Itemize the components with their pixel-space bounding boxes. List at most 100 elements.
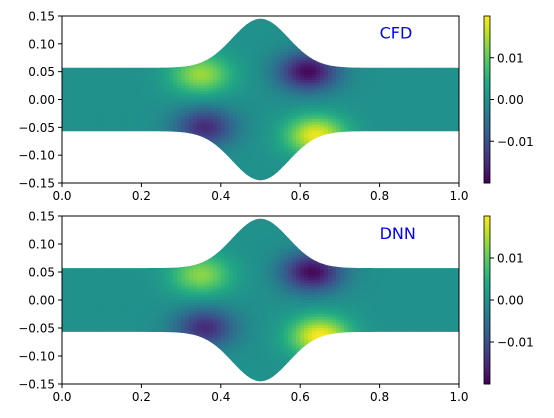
heatmap-cell [260,27,266,31]
heatmap-cell [292,85,297,89]
heatmap-cell [419,80,424,84]
heatmap-cell [304,135,309,140]
heatmap-cell [324,99,329,103]
heatmap-cell [125,297,131,301]
heatmap-cell [93,130,99,134]
heatmap-cell [331,116,337,120]
heatmap-cell [256,308,262,312]
colorbar-segment [484,145,490,149]
heatmap-cell [129,93,135,98]
heatmap-cell [169,266,174,270]
heatmap-cell [260,328,266,332]
heatmap-cell [196,297,202,301]
heatmap-cell [113,294,119,298]
heatmap-cell [284,74,289,78]
heatmap-cell [117,74,123,78]
heatmap-cell [324,113,329,117]
heatmap-cell [97,325,103,329]
heatmap-cell [200,339,206,343]
heatmap-cell [312,130,317,134]
heatmap-cell [101,322,107,326]
heatmap-cell [320,82,325,87]
heatmap-cell [228,305,234,309]
heatmap-cell [252,132,258,137]
heatmap-cell [272,24,277,28]
heatmap-cell [355,71,361,76]
heatmap-cell [236,260,242,265]
heatmap-cell [232,272,238,276]
heatmap-cell [169,283,174,287]
heatmap-cell [351,88,357,92]
heatmap-cell [216,91,222,95]
heatmap-cell [141,102,146,106]
heatmap-cell [212,121,218,126]
heatmap-cell [264,54,270,59]
heatmap-cell [189,328,194,332]
heatmap-cell [216,68,222,73]
heatmap-cell [260,319,266,323]
heatmap-cell [236,155,242,159]
heatmap-cell [244,35,250,39]
heatmap-cell [443,77,448,81]
heatmap-cell [272,102,277,106]
heatmap-cell [161,132,166,137]
heatmap-cell [153,88,158,92]
heatmap-cell [240,27,246,31]
heatmap-cell [125,85,131,89]
heatmap-cell [141,68,146,73]
heatmap-cell [419,82,424,87]
heatmap-cell [439,102,444,106]
heatmap-cell [312,66,317,70]
heatmap-cell [244,63,250,67]
heatmap-cell [113,328,119,332]
heatmap-cell [443,105,448,109]
heatmap-cell [105,130,111,134]
heatmap-cell [121,91,127,95]
colorbar-segment [484,162,490,165]
heatmap-cell [244,238,250,242]
heatmap-cell [93,105,99,109]
heatmap-cell [335,77,341,81]
heatmap-cell [228,68,234,73]
heatmap-cell [407,110,412,115]
heatmap-cell [248,118,254,123]
heatmap-cell [423,130,428,134]
heatmap-cell [224,82,230,87]
heatmap-cell [129,85,135,89]
heatmap-cell [62,294,67,298]
heatmap-cell [105,74,111,78]
heatmap-cell [121,325,127,329]
heatmap-cell [260,32,266,37]
heatmap-cell [312,135,317,140]
heatmap-cell [236,63,242,67]
heatmap-cell [355,113,361,117]
heatmap-cell [65,325,71,329]
heatmap-cell [308,60,313,64]
heatmap-cell [288,96,293,101]
heatmap-cell [236,241,242,245]
heatmap-cell [121,286,127,290]
heatmap-cell [244,370,250,374]
heatmap-cell [304,96,309,101]
heatmap-cell [137,272,142,276]
heatmap-cell [149,272,154,276]
heatmap-cell [403,80,408,84]
heatmap-cell [419,88,424,92]
heatmap-cell [137,277,142,281]
heatmap-cell [383,88,389,92]
heatmap-cell [451,127,456,131]
heatmap-cell [173,124,178,128]
heatmap-cell [62,80,67,84]
heatmap-cell [212,105,218,109]
heatmap-cell [109,80,115,84]
heatmap-cell [101,266,107,270]
heatmap-cell [85,316,91,321]
heatmap-cell [260,169,266,173]
heatmap-cell [260,68,266,73]
heatmap-cell [244,144,250,148]
heatmap-cell [308,63,313,67]
heatmap-cell [264,252,270,256]
heatmap-cell [153,63,158,67]
heatmap-cell [113,102,119,106]
heatmap-cell [65,328,71,332]
